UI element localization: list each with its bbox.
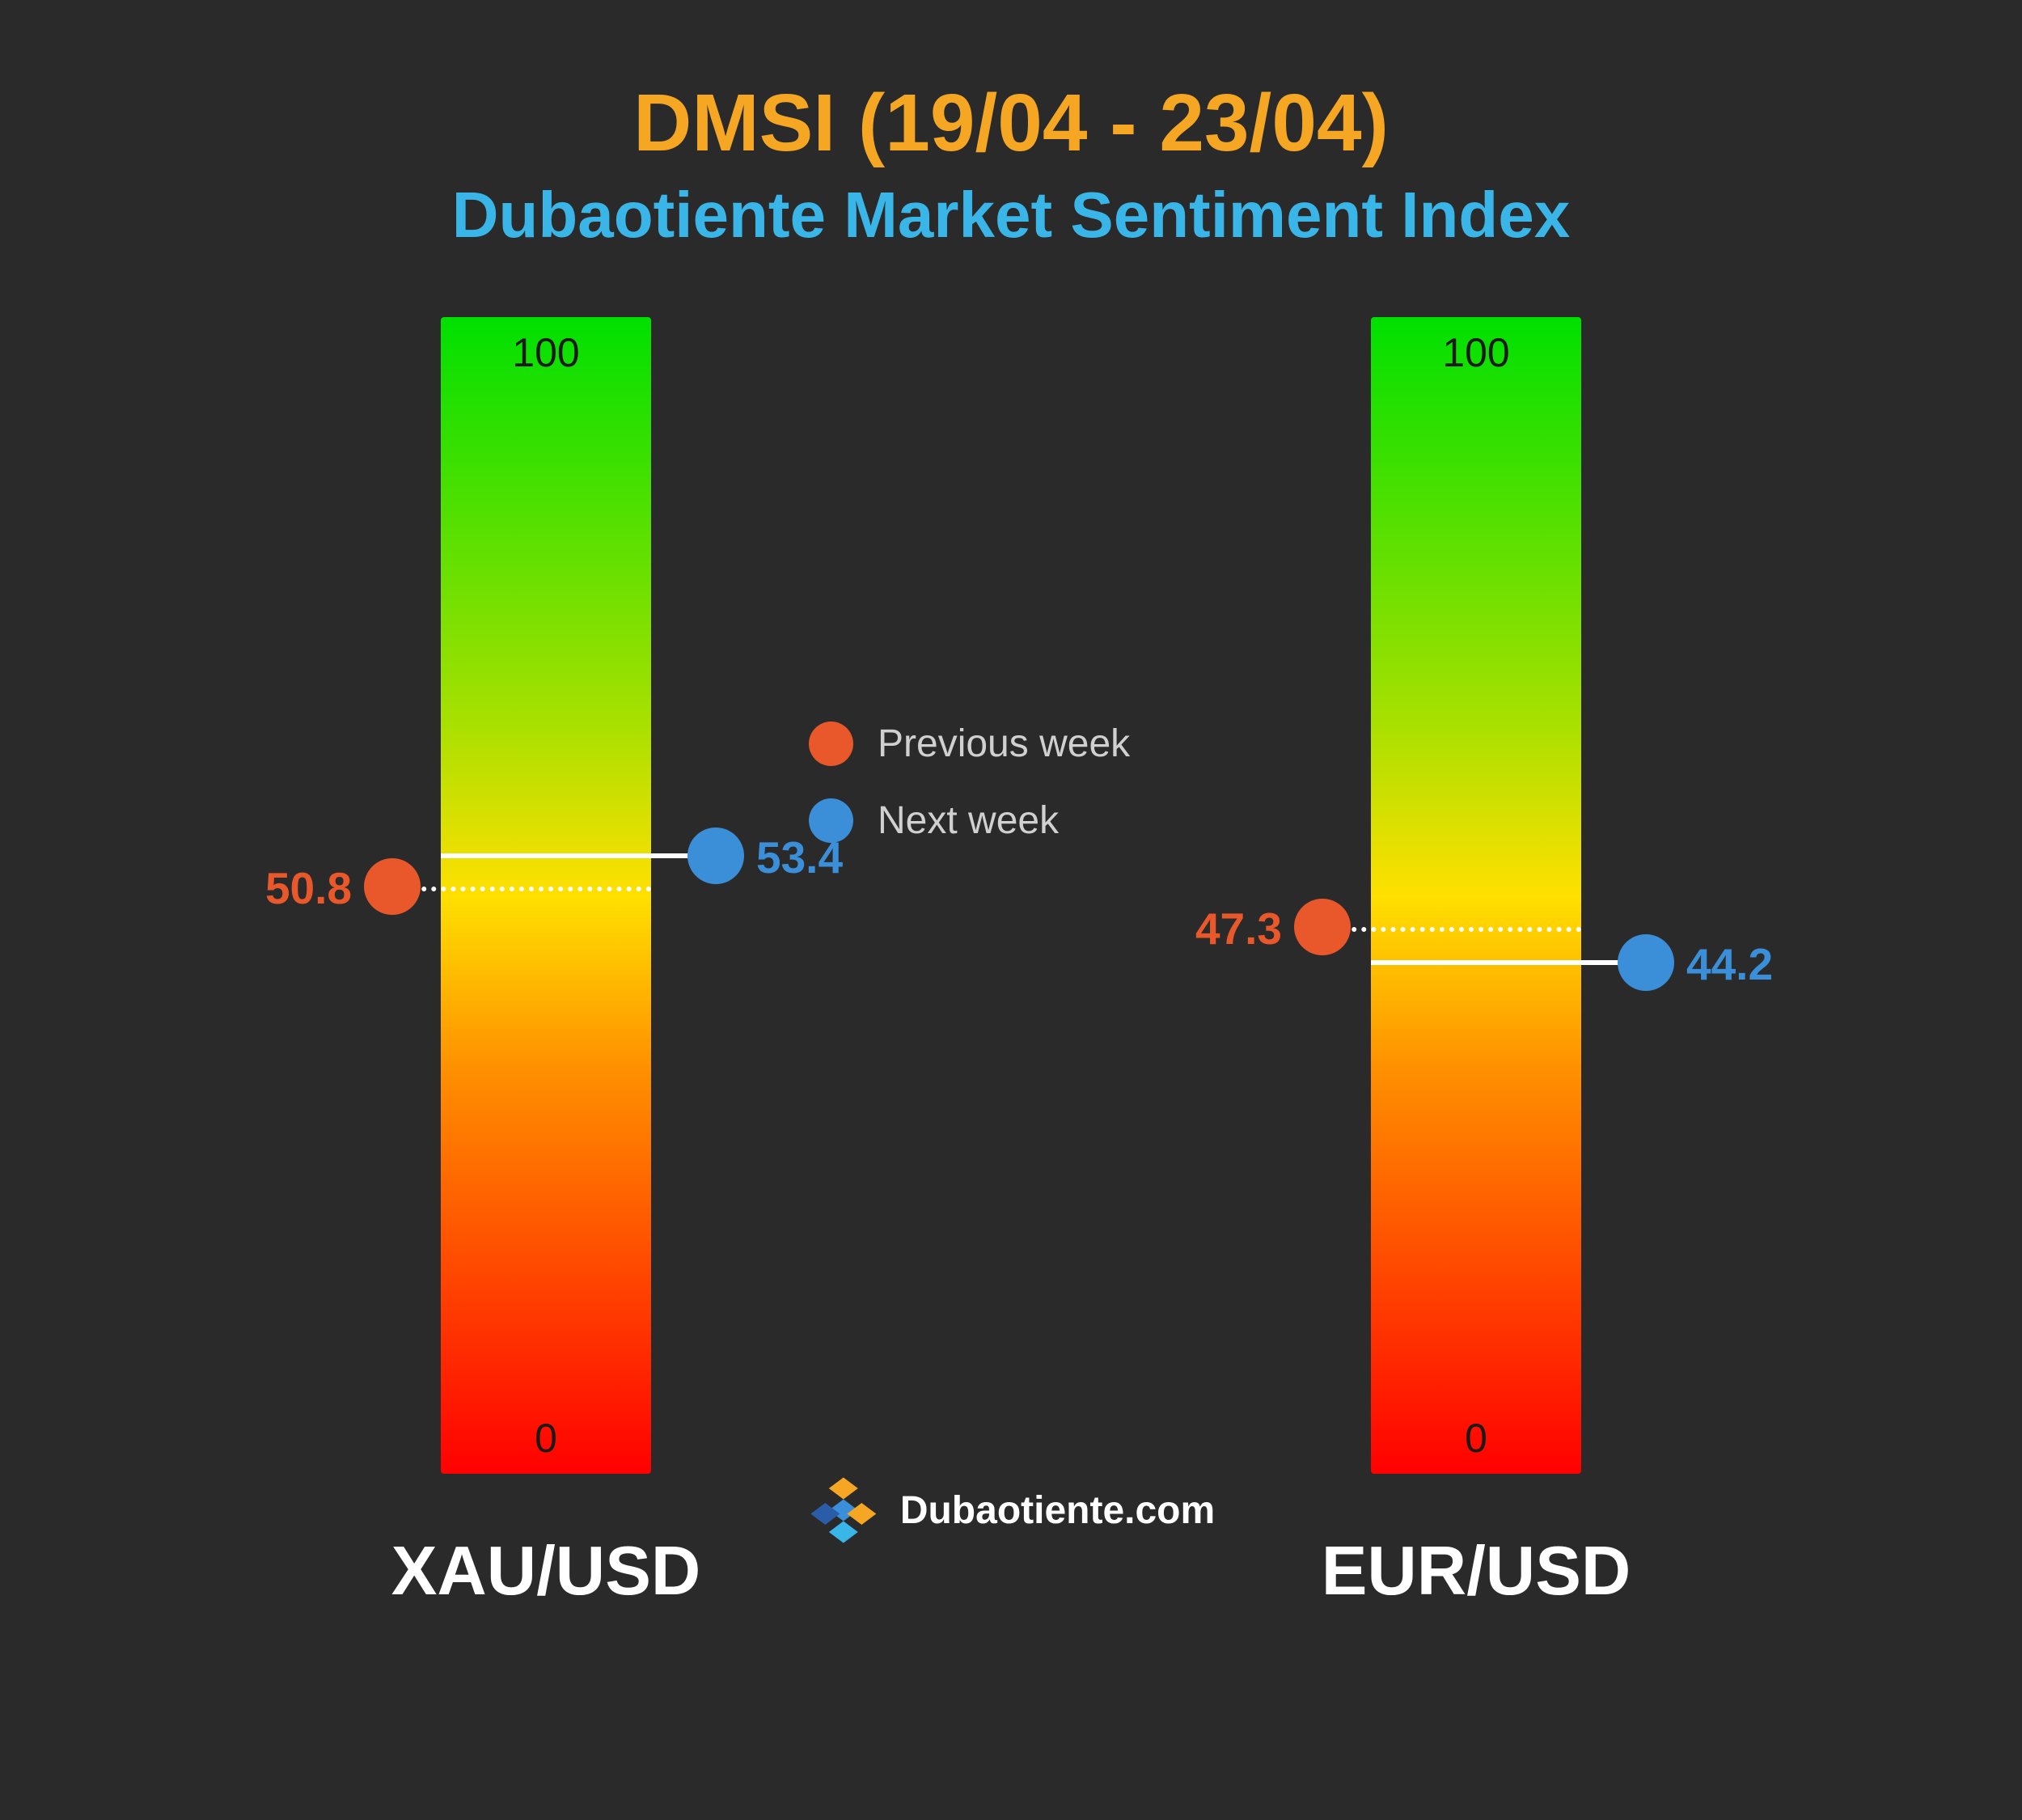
scale-min: 0 [535, 1415, 557, 1462]
pair-label: XAU/USD [391, 1532, 701, 1611]
main-title: DMSI (19/04 - 23/04) [81, 77, 1941, 170]
previous-line [1322, 927, 1581, 932]
legend-dot-next [809, 798, 853, 843]
next-line [1371, 960, 1646, 965]
previous-value: 47.3 [1195, 903, 1282, 954]
previous-marker [364, 858, 421, 915]
brand-logo: Dubaotiente.com [807, 1474, 1215, 1547]
legend-label-previous: Previous week [878, 722, 1130, 766]
legend-dot-previous [809, 722, 853, 766]
next-value: 44.2 [1686, 938, 1773, 990]
infographic-container: DMSI (19/04 - 23/04) Dubaotiente Market … [81, 61, 1941, 1759]
legend-row-previous: Previous week [809, 722, 1213, 766]
subtitle: Dubaotiente Market Sentiment Index [81, 178, 1941, 252]
chart-xau: 100 0 50.8 53.4 XAU/USD [182, 317, 910, 1692]
previous-marker [1294, 899, 1351, 955]
next-marker [1618, 934, 1674, 991]
charts-area: 100 0 50.8 53.4 XAU/USD 100 0 47.3 44.2 … [81, 317, 1941, 1692]
chart-eur: 100 0 47.3 44.2 EUR/USD [1112, 317, 1840, 1692]
scale-max: 100 [512, 329, 579, 376]
logo-icon [807, 1474, 880, 1547]
legend: Previous week Next week [809, 722, 1213, 875]
previous-line [392, 887, 651, 891]
previous-value: 50.8 [265, 862, 352, 914]
legend-row-next: Next week [809, 798, 1213, 843]
scale-max: 100 [1442, 329, 1509, 376]
gradient-bar: 100 0 [1371, 317, 1581, 1474]
legend-label-next: Next week [878, 798, 1059, 843]
scale-min: 0 [1465, 1415, 1487, 1462]
brand-name: Dubaotiente.com [900, 1488, 1215, 1533]
next-marker [687, 827, 744, 884]
gradient-bar: 100 0 [441, 317, 651, 1474]
pair-label: EUR/USD [1322, 1532, 1631, 1611]
next-line [441, 853, 716, 858]
